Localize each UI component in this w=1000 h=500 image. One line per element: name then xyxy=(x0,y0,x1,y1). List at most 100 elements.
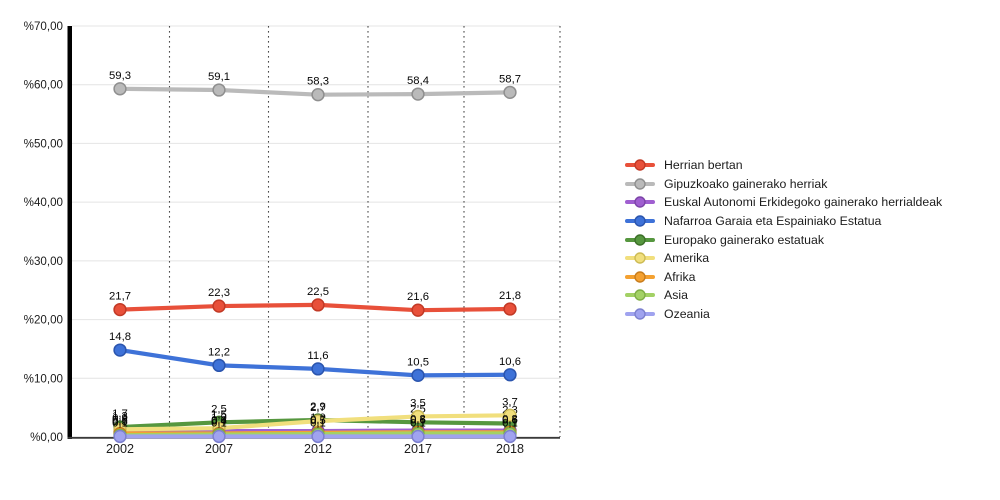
line-chart: %0,00 %10,00 %20,00 %30,00 %40,00 %50,00 %60,0… xyxy=(24,20,561,456)
data-point-label: 14,8 xyxy=(109,331,131,343)
data-point-label: 21,6 xyxy=(407,291,429,303)
data-point-label: 0,3 xyxy=(112,416,128,428)
legend-item-1: Gipuzkoako gainerako herriak xyxy=(625,175,942,194)
data-point xyxy=(503,302,517,316)
legend-label: Herrian bertan xyxy=(664,158,743,173)
data-point-label: 2,7 xyxy=(310,402,326,414)
y-tick-label: %30,00 xyxy=(24,255,63,268)
data-point-label: 10,6 xyxy=(499,356,521,368)
data-point-label: 21,7 xyxy=(109,291,131,303)
legend-marker-icon xyxy=(625,178,655,190)
data-point-label: 0,5 xyxy=(310,415,326,427)
y-tick-label: %60,00 xyxy=(24,79,63,92)
data-point-label: 3,5 xyxy=(410,397,426,409)
data-point xyxy=(311,298,325,312)
data-point xyxy=(212,358,226,373)
x-tick-label: 2002 xyxy=(106,442,134,456)
legend-item-6: Afrika xyxy=(625,268,942,287)
y-tick-label: %70,00 xyxy=(24,20,63,33)
data-point xyxy=(311,362,325,376)
legend-label: Afrika xyxy=(664,269,696,284)
chart-legend: Herrian bertan Gipuzkoako gainerako herri… xyxy=(625,156,942,323)
data-point-label: 0,1 xyxy=(211,417,227,429)
data-point xyxy=(503,429,517,444)
data-point xyxy=(311,429,325,444)
legend-marker-icon xyxy=(625,308,655,320)
data-point-label: 0,8 xyxy=(502,413,518,425)
data-point-label: 1,7 xyxy=(112,408,128,420)
data-point xyxy=(503,85,517,99)
data-point-label: 0,1 xyxy=(310,417,326,429)
data-point-label: 21,8 xyxy=(499,290,521,302)
x-tick-label: 2018 xyxy=(496,442,524,456)
data-point xyxy=(113,343,127,357)
legend-label: Euskal Autonomi Erkidegoko gainerako her… xyxy=(664,195,943,210)
legend-marker-icon xyxy=(625,271,655,283)
data-point xyxy=(411,409,425,424)
legend-label: Amerika xyxy=(664,251,710,266)
data-point-label: 58,3 xyxy=(307,76,329,88)
data-point-label: 0,1 xyxy=(112,417,128,429)
data-point xyxy=(212,299,226,313)
y-tick-label: %50,00 xyxy=(24,137,63,150)
legend-marker-icon xyxy=(625,252,655,264)
data-point-label: 1,3 xyxy=(112,410,128,422)
data-point-label: 0,1 xyxy=(410,417,426,429)
data-point-label: 10,5 xyxy=(407,356,429,368)
legend-label: Ozeania xyxy=(664,306,710,321)
data-point-label: 0,4 xyxy=(211,416,227,428)
x-tick-label: 2012 xyxy=(304,442,332,456)
data-point-label: 2,5 xyxy=(211,403,227,415)
data-point-label: 58,4 xyxy=(407,75,429,87)
data-point-label: 0,1 xyxy=(502,417,518,429)
legend-marker-icon xyxy=(625,233,655,246)
legend-item-2: Euskal Autonomi Erkidegoko gainerako her… xyxy=(625,193,942,212)
data-point-label: 0,6 xyxy=(502,414,518,426)
data-point-label: 22,5 xyxy=(307,286,329,298)
data-point-label: 1,5 xyxy=(211,409,227,421)
data-point xyxy=(113,82,127,96)
legend-marker-icon xyxy=(625,215,655,227)
legend-item-5: Amerika xyxy=(625,249,942,268)
legend-marker-icon xyxy=(625,159,655,171)
y-tick-label: %20,00 xyxy=(24,314,63,327)
data-point-label: 3,7 xyxy=(502,396,518,408)
y-axis-line xyxy=(67,26,72,439)
data-point xyxy=(411,429,425,444)
legend-item-3: Nafarroa Garaia eta Espainiako Estatua xyxy=(625,212,942,231)
data-point-label: 58,7 xyxy=(499,73,521,85)
legend-item-0: Herrian bertan xyxy=(625,156,942,175)
data-point-label: 11,6 xyxy=(307,350,328,362)
legend-label: Gipuzkoako gainerako herriak xyxy=(664,176,828,191)
data-point-label: 59,3 xyxy=(109,70,131,82)
data-point-label: 59,1 xyxy=(208,71,230,83)
data-point-label: 0,6 xyxy=(112,414,128,426)
data-point-label: 0,8 xyxy=(410,413,426,425)
y-tick-label: %40,00 xyxy=(24,196,63,209)
data-point xyxy=(113,429,127,444)
data-point-label: 22,3 xyxy=(208,287,230,299)
data-point xyxy=(411,87,425,101)
legend-label: Europako gainerako estatuak xyxy=(664,232,824,247)
data-point xyxy=(212,429,226,444)
data-point-label: 2,9 xyxy=(310,401,326,413)
y-tick-label: %10,00 xyxy=(24,372,63,385)
data-point xyxy=(212,83,226,97)
legend-item-8: Ozeania xyxy=(625,305,942,324)
data-point xyxy=(311,88,325,102)
data-point xyxy=(411,368,425,383)
data-point xyxy=(411,303,425,317)
data-point-label: 12,2 xyxy=(208,346,230,358)
legend-marker-icon xyxy=(625,289,655,302)
legend-item-7: Asia xyxy=(625,286,942,305)
legend-label: Asia xyxy=(664,288,688,303)
data-point xyxy=(503,408,517,422)
legend-label: Nafarroa Garaia eta Espainiako Estatua xyxy=(664,213,882,228)
data-point xyxy=(113,302,127,317)
data-point xyxy=(503,368,517,382)
y-tick-label: %0,00 xyxy=(30,431,63,444)
data-point-label: 0,7 xyxy=(310,414,326,426)
x-tick-label: 2007 xyxy=(205,442,233,456)
legend-item-4: Europako gainerako estatuak xyxy=(625,230,942,249)
